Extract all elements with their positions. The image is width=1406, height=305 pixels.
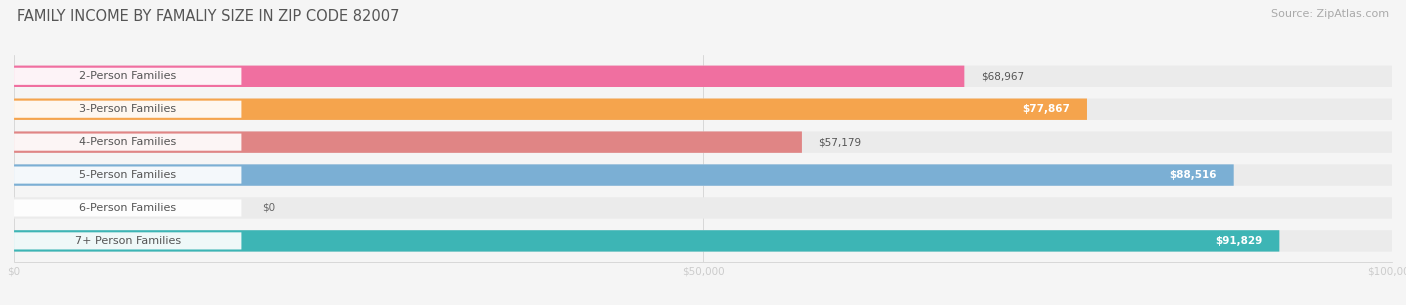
FancyBboxPatch shape — [14, 232, 242, 249]
Text: FAMILY INCOME BY FAMALIY SIZE IN ZIP CODE 82007: FAMILY INCOME BY FAMALIY SIZE IN ZIP COD… — [17, 9, 399, 24]
FancyBboxPatch shape — [14, 164, 1233, 186]
FancyBboxPatch shape — [14, 66, 1392, 87]
Text: Source: ZipAtlas.com: Source: ZipAtlas.com — [1271, 9, 1389, 19]
Text: $68,967: $68,967 — [981, 71, 1024, 81]
Text: 5-Person Families: 5-Person Families — [79, 170, 176, 180]
Text: 6-Person Families: 6-Person Families — [79, 203, 176, 213]
FancyBboxPatch shape — [14, 230, 1392, 252]
FancyBboxPatch shape — [14, 131, 1392, 153]
FancyBboxPatch shape — [14, 101, 242, 118]
FancyBboxPatch shape — [14, 164, 1392, 186]
FancyBboxPatch shape — [14, 134, 242, 151]
Text: 3-Person Families: 3-Person Families — [79, 104, 176, 114]
FancyBboxPatch shape — [14, 230, 1279, 252]
Text: $88,516: $88,516 — [1170, 170, 1218, 180]
Text: 7+ Person Families: 7+ Person Families — [75, 236, 181, 246]
FancyBboxPatch shape — [14, 199, 242, 217]
FancyBboxPatch shape — [14, 197, 1392, 219]
Text: $91,829: $91,829 — [1216, 236, 1263, 246]
FancyBboxPatch shape — [14, 99, 1087, 120]
FancyBboxPatch shape — [14, 131, 801, 153]
Text: $0: $0 — [262, 203, 276, 213]
FancyBboxPatch shape — [14, 66, 965, 87]
FancyBboxPatch shape — [14, 167, 242, 184]
Text: $77,867: $77,867 — [1022, 104, 1070, 114]
Text: 4-Person Families: 4-Person Families — [79, 137, 176, 147]
FancyBboxPatch shape — [14, 68, 242, 85]
Text: $57,179: $57,179 — [818, 137, 862, 147]
Text: 2-Person Families: 2-Person Families — [79, 71, 176, 81]
FancyBboxPatch shape — [14, 99, 1392, 120]
